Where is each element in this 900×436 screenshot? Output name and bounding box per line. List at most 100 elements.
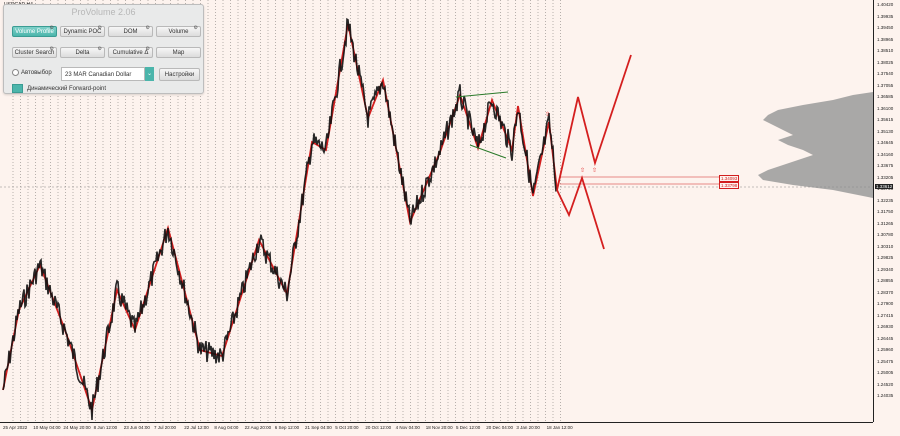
panel-button-3[interactable]: DOM ⚙ <box>108 25 153 37</box>
price-tick: 1.32235 <box>877 197 894 203</box>
time-tick: 5 Oct 20:00 <box>335 425 359 430</box>
level-label-upper: 1.34093 <box>719 175 740 182</box>
price-tick: 1.27415 <box>877 312 894 318</box>
price-tick: 1.37055 <box>877 82 894 88</box>
price-tick: 1.39450 <box>877 25 894 30</box>
panel-button-2[interactable]: Dynamic POC ⚙ <box>60 25 105 37</box>
current-price-label: 1.33612 <box>875 184 894 189</box>
price-axis: 1.40420 1.39935 1.39450 1.38965 1.38510 1.380… <box>873 0 900 422</box>
forward-point-toggle[interactable] <box>12 84 23 93</box>
forecast-down-line <box>556 175 605 250</box>
price-tick: 1.34645 <box>877 140 894 145</box>
time-tick: 24 May 20:00 <box>63 425 91 430</box>
time-tick: 7 Jul 20:00 <box>154 425 177 430</box>
time-tick: 10 May 04:00 <box>33 425 61 430</box>
forecast-up-line <box>556 54 632 191</box>
panel-button-6[interactable]: Delta ⚙ <box>60 46 105 58</box>
gear-icon[interactable]: ⚙ <box>145 46 150 52</box>
price-tick: 1.38510 <box>877 48 894 53</box>
chevron-down-icon[interactable]: ⌄ <box>145 67 154 81</box>
price-tick: 1.30310 <box>877 243 894 249</box>
time-tick: 20 Dec 04:00 <box>486 425 513 430</box>
time-tick: 22 Jul 12:00 <box>184 425 209 430</box>
price-tick: 1.24520 <box>877 381 894 387</box>
wedge-line-top <box>455 91 509 98</box>
settings-button[interactable]: Настройки <box>159 68 200 81</box>
forward-point-row[interactable]: Динамический Forward-point <box>12 84 106 93</box>
gear-icon[interactable]: ⚙ <box>193 25 198 31</box>
panel-button-8[interactable]: Map <box>156 47 201 58</box>
price-tick: 1.30780 <box>877 232 894 237</box>
gear-icon[interactable]: ⚙ <box>97 46 102 52</box>
provolume-panel[interactable]: ProVolume 2.06 Volume Profile ⚙ Dynamic PO… <box>3 4 204 94</box>
time-tick: 3 Jan 20:00 <box>516 425 540 430</box>
price-tick: 1.34160 <box>877 151 894 157</box>
panel-button-label: Map <box>172 50 185 56</box>
price-tick: 1.38965 <box>877 36 894 42</box>
price-tick: 1.31265 <box>877 220 894 226</box>
price-tick: 1.40420 <box>877 2 894 7</box>
price-tick: 1.33205 <box>877 174 894 180</box>
time-tick: 6 Sep 12:00 <box>274 425 300 430</box>
time-axis: 25 Apr 2022 10 May 04:00 24 May 20:00 8 Jun… <box>0 422 873 436</box>
wedge-line-bottom <box>469 144 507 159</box>
price-tick: 1.25475 <box>877 358 894 364</box>
forward-point-label: Динамический Forward-point <box>27 86 107 93</box>
price-tick: 1.25960 <box>877 347 894 352</box>
price-chart <box>0 0 873 422</box>
panel-button-label: Cumulative Δ <box>112 50 149 56</box>
arrow-up-icon: ⇧ <box>580 168 586 174</box>
auto-select-radio[interactable] <box>12 69 19 76</box>
price-tick: 1.37540 <box>877 71 894 76</box>
time-tick: 8 Aug 04:00 <box>214 425 239 430</box>
auto-select-row[interactable]: Автовыбор <box>12 69 52 76</box>
time-tick: 23 Jun 04:00 <box>123 425 150 430</box>
time-tick: 4 Nov 04:00 <box>395 425 420 430</box>
panel-button-5[interactable]: Cluster Search ⚙ <box>12 46 57 58</box>
panel-title: ProVolume 2.06 <box>71 7 136 17</box>
arrow-up-icon: ⇧ <box>545 112 551 118</box>
price-tick: 1.29825 <box>877 255 894 260</box>
panel-button-1[interactable]: Volume Profile ⚙ <box>12 25 57 37</box>
panel-button-label: Dynamic POC <box>63 29 102 35</box>
gear-icon[interactable]: ⚙ <box>49 25 54 31</box>
level-label-lower: 1.33798 <box>719 182 740 189</box>
time-tick: 8 Jun 12:00 <box>93 425 118 430</box>
time-tick: 21 Sep 04:00 <box>305 425 332 430</box>
price-tick: 1.35130 <box>877 128 894 134</box>
arrow-up-icon: ⇧ <box>592 168 598 174</box>
price-tick: 1.26930 <box>877 324 894 329</box>
auto-select-label: Автовыбор <box>21 70 52 77</box>
time-tick: 5 Dec 12:00 <box>456 425 481 430</box>
time-tick: 20 Oct 12:00 <box>365 425 392 430</box>
price-tick: 1.35615 <box>877 117 894 122</box>
price-tick: 1.31750 <box>877 209 894 214</box>
price-tick: 1.36585 <box>877 94 894 99</box>
price-tick: 1.39935 <box>877 13 894 19</box>
gear-icon[interactable]: ⚙ <box>49 46 54 52</box>
time-tick: 18 Nov 20:00 <box>425 425 453 430</box>
time-tick: 25 Apr 2022 <box>3 425 28 430</box>
price-tick: 1.38025 <box>877 59 894 65</box>
panel-button-label: DOM <box>123 29 138 35</box>
gear-icon[interactable]: ⚙ <box>145 25 150 31</box>
price-tick: 1.28855 <box>877 278 894 283</box>
panel-button-4[interactable]: Volume ⚙ <box>156 25 201 37</box>
volume-profile <box>758 92 873 198</box>
price-tick: 1.36100 <box>877 105 894 111</box>
panel-button-label: Cluster Search <box>14 50 55 56</box>
price-tick: 1.26445 <box>877 335 894 341</box>
panel-button-7[interactable]: Cumulative Δ ⚙ <box>108 46 153 58</box>
gear-icon[interactable]: ⚙ <box>97 25 102 31</box>
instrument-select[interactable]: 23 MAR Canadian Dollar <box>61 67 145 81</box>
price-tick: 1.25005 <box>877 370 894 375</box>
price-tick: 1.27900 <box>877 301 894 306</box>
panel-button-label: Delta <box>75 50 90 56</box>
panel-button-label: Volume <box>168 29 189 35</box>
panel-button-label: Volume Profile <box>15 29 54 35</box>
time-tick: 18 Jan 12:00 <box>546 425 573 430</box>
price-tick: 1.33675 <box>877 163 894 168</box>
price-candles <box>2 17 557 421</box>
price-tick: 1.29340 <box>877 266 894 272</box>
time-tick: 22 Aug 20:00 <box>244 425 272 430</box>
